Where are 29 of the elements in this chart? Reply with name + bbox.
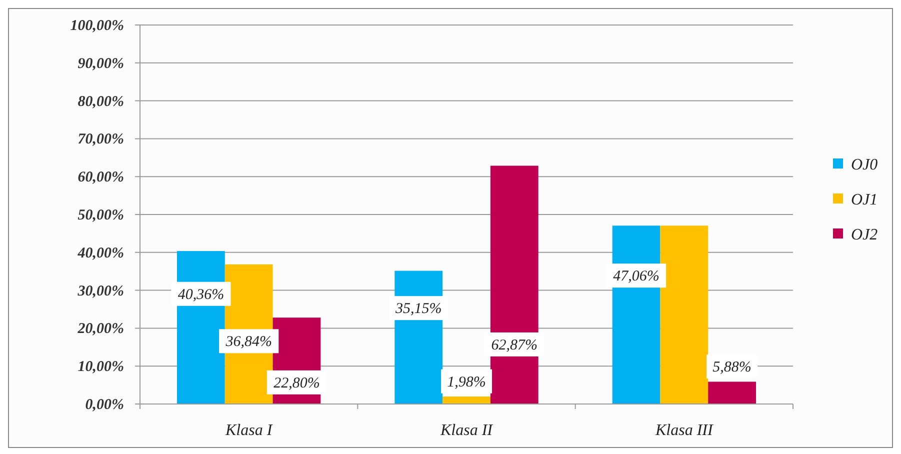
y-tick-label: 20,00% (76, 321, 124, 338)
x-tick-label: Klasa III (654, 422, 714, 439)
legend-label: OJ0 (851, 156, 878, 174)
x-tick-label: Klasa I (224, 422, 273, 439)
y-tick-label: 80,00% (78, 94, 124, 110)
data-label: 47,06% (613, 268, 660, 285)
data-label: 40,36% (178, 286, 224, 303)
y-tick-label: 70,00% (78, 132, 124, 148)
legend-label: OJ1 (851, 192, 878, 208)
y-tick-label: 60,00% (78, 170, 124, 186)
y-tick-label: 10,00% (78, 359, 124, 376)
data-label: 5,88% (712, 360, 752, 376)
data-label: 36,84% (224, 334, 272, 350)
y-tick-label: 100,00% (70, 18, 124, 34)
bar (490, 166, 538, 404)
data-label: 1,98% (447, 374, 486, 390)
bar (708, 382, 756, 404)
bar (660, 226, 708, 404)
y-tick-label: 50,00% (78, 208, 124, 224)
y-tick-label: 40,00% (76, 245, 124, 262)
y-tick-label: 30,00% (76, 283, 124, 300)
y-tick-label: 0,00% (85, 397, 124, 413)
data-label: 35,15% (394, 301, 442, 318)
x-tick-label: Klasa II (440, 422, 494, 439)
data-label: 62,87% (491, 337, 538, 354)
bar (442, 396, 490, 404)
data-label: 22,80% (274, 375, 320, 392)
y-tick-label: 90,00% (78, 56, 124, 72)
legend-label: OJ2 (851, 226, 878, 244)
